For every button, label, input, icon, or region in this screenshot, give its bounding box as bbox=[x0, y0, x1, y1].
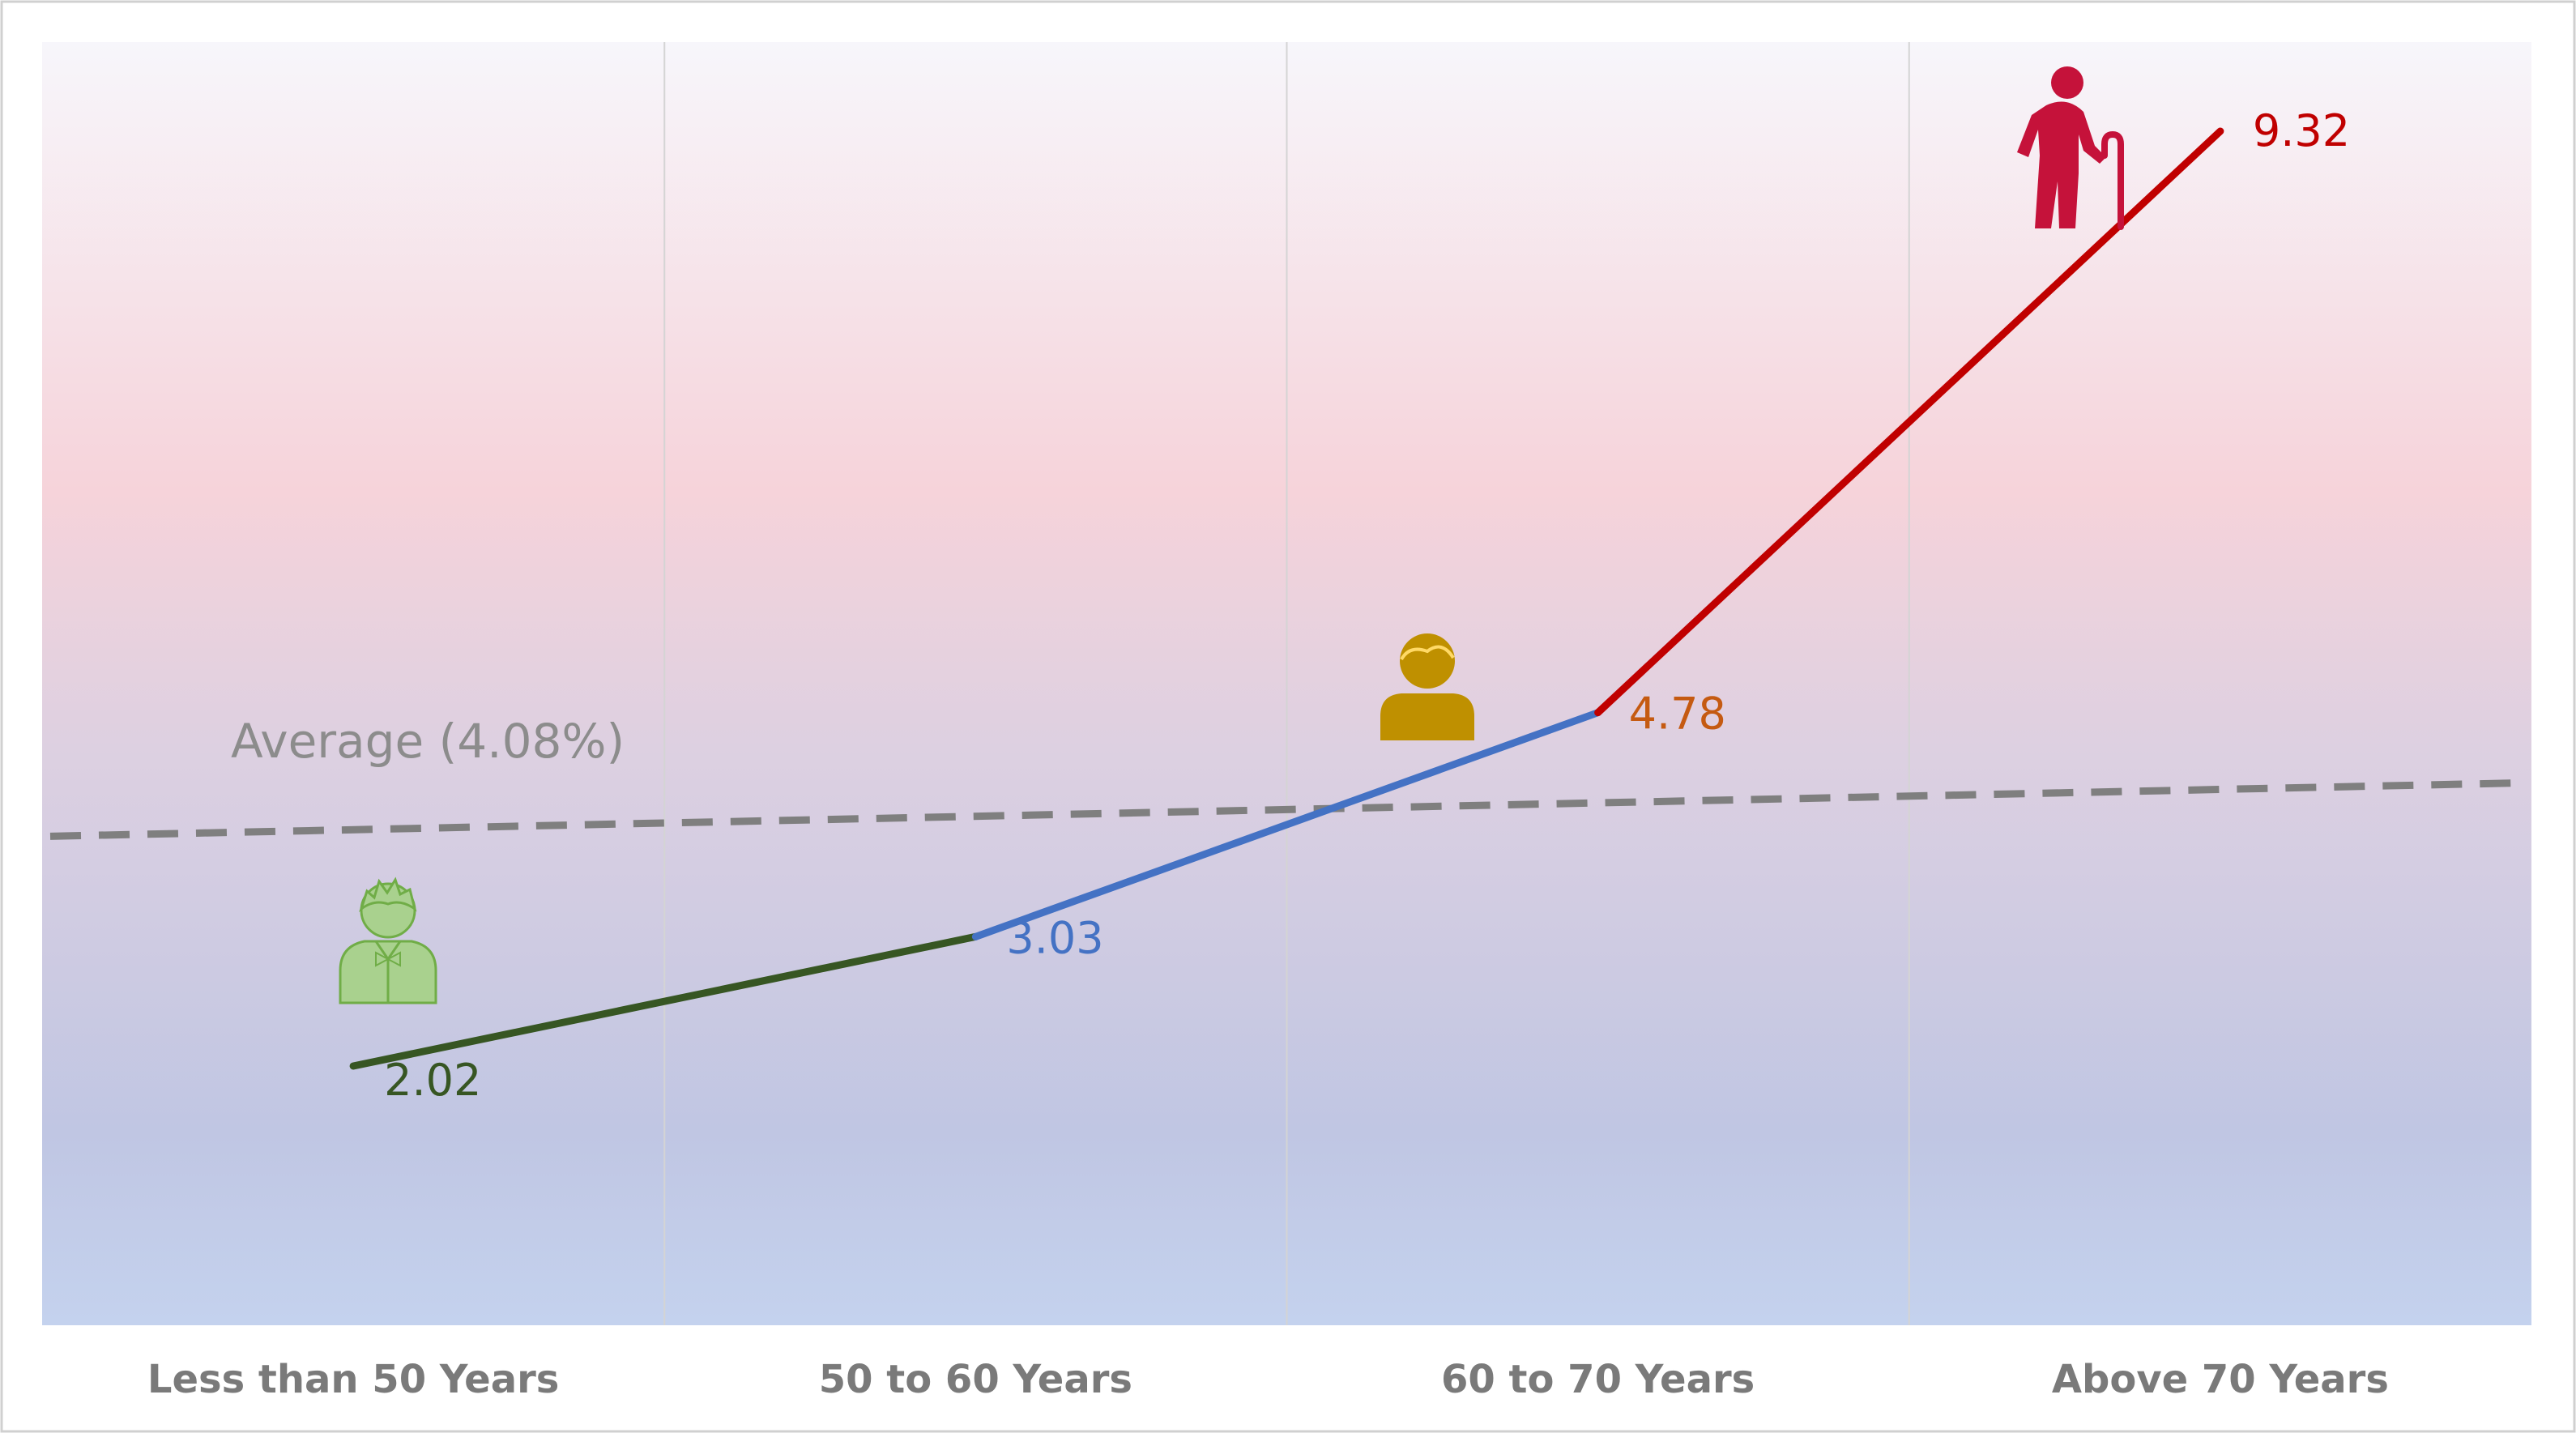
young-person-icon bbox=[339, 876, 437, 1004]
data-label: 9.32 bbox=[2253, 105, 2350, 156]
average-label: Average (4.08%) bbox=[231, 714, 625, 769]
data-label: 3.03 bbox=[1006, 912, 1103, 963]
series-line bbox=[349, 127, 2224, 1070]
data-label: 2.02 bbox=[384, 1055, 481, 1106]
x-axis: Less than 50 Years 50 to 60 Years 60 to 70… bbox=[147, 1357, 2389, 1402]
gridlines bbox=[663, 42, 1910, 1325]
elderly-walking-person-icon bbox=[2017, 66, 2124, 230]
x-tick-label: 50 to 60 Years bbox=[819, 1357, 1132, 1402]
x-tick-label: 60 to 70 Years bbox=[1441, 1357, 1755, 1402]
line-segment bbox=[1594, 127, 2224, 717]
x-tick-label: Less than 50 Years bbox=[147, 1357, 559, 1402]
data-labels: 2.02 3.03 4.78 9.32 bbox=[384, 105, 2350, 1106]
data-label: 4.78 bbox=[1629, 689, 1726, 740]
line-segment bbox=[349, 932, 979, 1070]
average-line bbox=[49, 778, 2527, 840]
x-tick-label: Above 70 Years bbox=[2052, 1357, 2389, 1402]
line-segment bbox=[971, 709, 1602, 940]
average-line-group: Average (4.08%) bbox=[49, 714, 2527, 840]
adult-person-icon bbox=[1380, 633, 1474, 740]
